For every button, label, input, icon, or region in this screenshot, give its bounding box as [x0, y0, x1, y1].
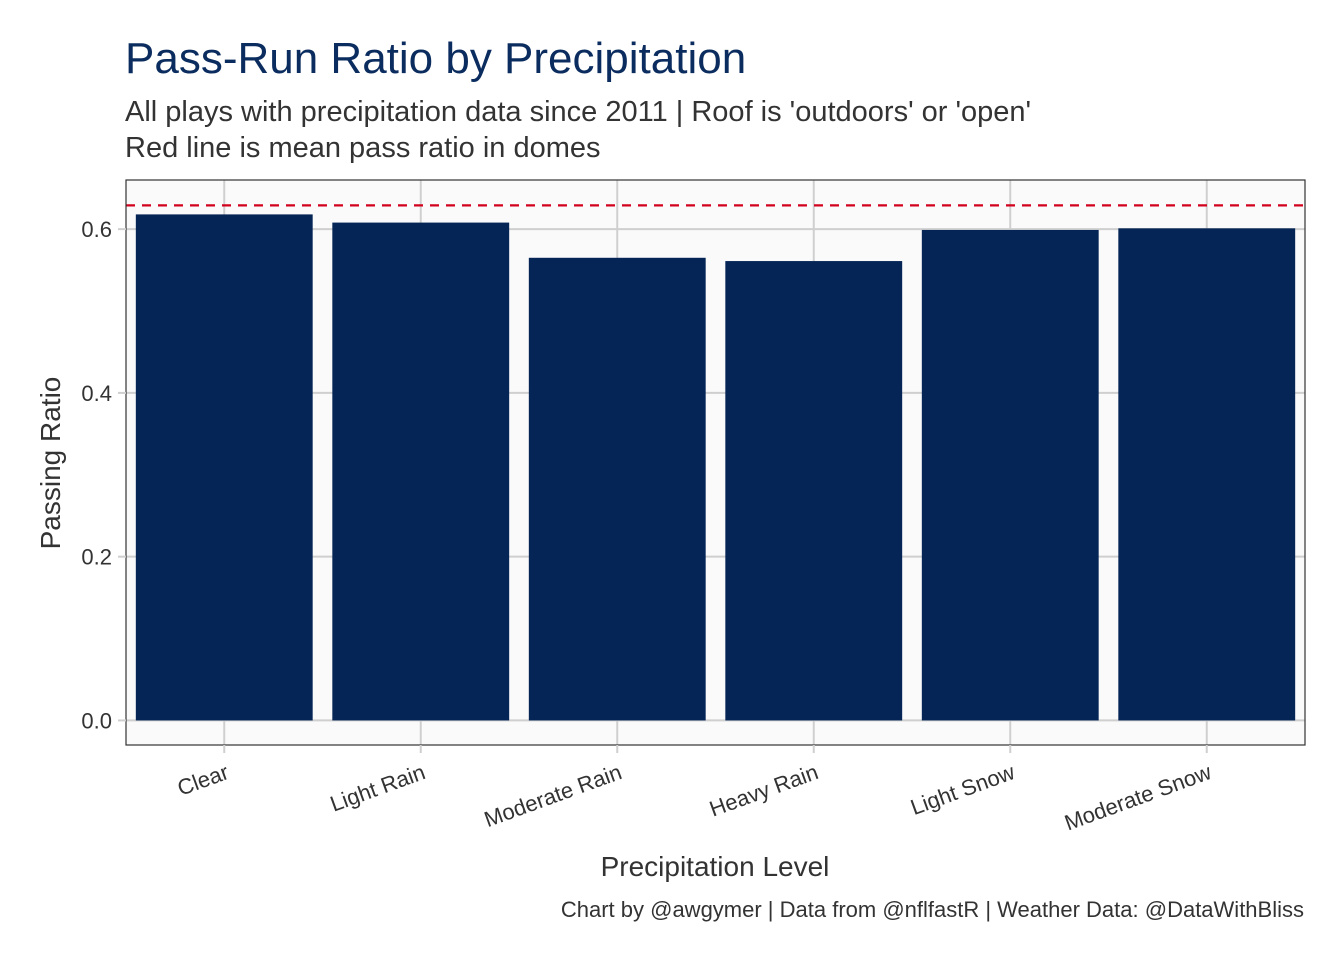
- x-tick-label: Clear: [174, 759, 232, 800]
- x-tick-label: Moderate Snow: [1061, 759, 1214, 835]
- bars: [135, 214, 1296, 721]
- plot-border: [125, 179, 1306, 746]
- x-axis-ticks: Clear Light Rain Moderate Rain Heavy Rain Li…: [174, 745, 1215, 835]
- bar: [725, 261, 903, 721]
- chart-caption: Chart by @awgymer | Data from @nflfastR …: [561, 897, 1304, 922]
- plot-area: [125, 179, 1306, 746]
- plot-panel: [126, 180, 1305, 745]
- x-axis-title: Precipitation Level: [601, 851, 830, 882]
- x-tick-label: Light Snow: [907, 759, 1018, 820]
- bar: [135, 214, 313, 721]
- bar: [528, 257, 706, 721]
- bar: [332, 222, 510, 721]
- chart-subtitle-line-2: Red line is mean pass ratio in domes: [125, 132, 601, 164]
- y-tick-label: 0.0: [81, 708, 112, 733]
- x-tick-label: Heavy Rain: [706, 759, 821, 821]
- y-tick-label: 0.6: [81, 217, 112, 242]
- y-axis-ticks: 0.0 0.2 0.4 0.6: [81, 217, 126, 733]
- bar: [1118, 228, 1296, 721]
- chart-subtitle-line-1: All plays with precipitation data since …: [125, 96, 1031, 128]
- chart-title: Pass-Run Ratio by Precipitation: [125, 34, 746, 83]
- x-tick-label: Moderate Rain: [481, 759, 625, 832]
- bar: [921, 229, 1099, 721]
- y-axis-title: Passing Ratio: [35, 377, 66, 550]
- y-tick-label: 0.2: [81, 545, 112, 570]
- x-tick-label: Light Rain: [327, 759, 429, 816]
- y-tick-label: 0.4: [81, 381, 112, 406]
